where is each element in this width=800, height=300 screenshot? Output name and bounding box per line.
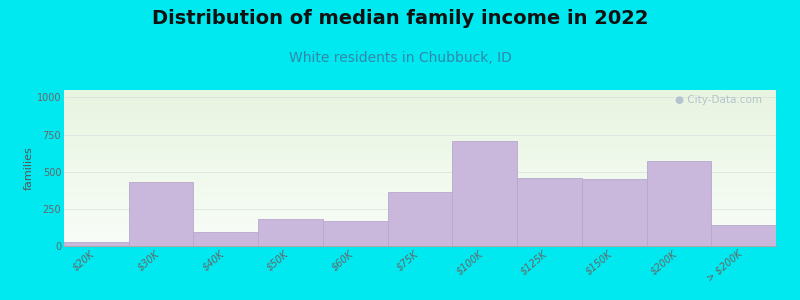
Bar: [129, 182, 194, 246]
Bar: [517, 178, 582, 246]
Bar: [388, 192, 452, 246]
Bar: [194, 232, 258, 246]
Bar: [452, 140, 517, 246]
Bar: [323, 221, 388, 246]
Bar: [64, 242, 129, 246]
Y-axis label: families: families: [24, 146, 34, 190]
Text: Distribution of median family income in 2022: Distribution of median family income in …: [152, 9, 648, 28]
Text: White residents in Chubbuck, ID: White residents in Chubbuck, ID: [289, 51, 511, 65]
Bar: [711, 225, 776, 246]
Text: ● City-Data.com: ● City-Data.com: [674, 95, 762, 105]
Bar: [582, 179, 646, 246]
Bar: [646, 161, 711, 246]
Bar: [258, 218, 323, 246]
